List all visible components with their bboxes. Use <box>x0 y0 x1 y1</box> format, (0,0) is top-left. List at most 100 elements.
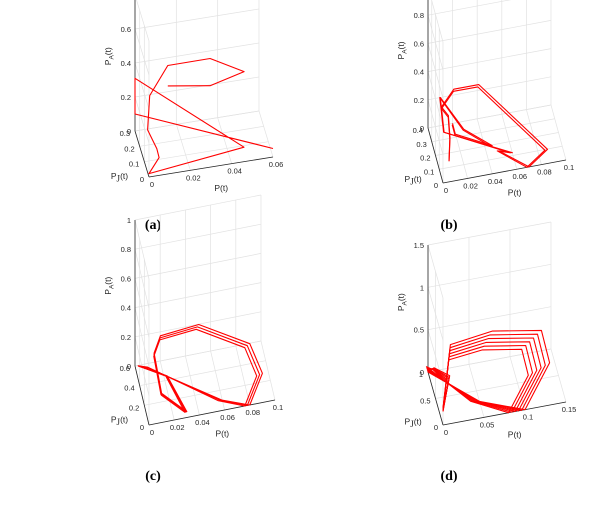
z-tick-label: 1 <box>420 283 424 292</box>
y-tick-label: 0.2 <box>129 403 139 412</box>
x-tick-label: 0.02 <box>170 423 185 432</box>
y-tick-label: 0 <box>434 423 438 432</box>
panel-1: 00.020.040.060.080.100.10.20.30.400.20.4… <box>396 0 574 233</box>
z-tick-label: 0.6 <box>121 25 131 34</box>
grid-line <box>134 282 262 308</box>
grid-line <box>260 340 276 401</box>
grid-line <box>134 223 262 250</box>
y-tick-label: 0 <box>140 175 144 184</box>
grid-line <box>435 132 559 156</box>
y-tick-label: 0.5 <box>420 397 430 406</box>
z-tick-label: 1.5 <box>414 241 424 250</box>
y-axis-label: PJ(t) <box>405 174 422 187</box>
x-tick-label: 0.06 <box>220 413 235 422</box>
grid-line <box>431 118 555 143</box>
grid-line <box>235 345 251 406</box>
panel-caption: (b) <box>440 218 457 233</box>
x-tick-label: 0.06 <box>512 172 527 181</box>
grid-line <box>134 278 150 338</box>
x-tick-label: 0 <box>150 180 154 189</box>
trajectory-line <box>427 329 551 411</box>
x-tick-label: 0.1 <box>273 403 283 412</box>
z-tick-label: 0.6 <box>414 39 424 48</box>
x-axis-line <box>442 401 567 426</box>
y-tick-label: 0 <box>140 423 144 432</box>
grid-line <box>427 0 512 16</box>
x-tick-label: 0.06 <box>269 160 284 169</box>
y-axis-label: PJ(t) <box>111 171 128 184</box>
y-tick-label: 0 <box>434 181 438 190</box>
grid-line <box>136 0 150 42</box>
x-tick-label: 0.04 <box>227 167 242 176</box>
y-tick-label: 0.2 <box>124 144 134 153</box>
trajectory-line-loop <box>425 348 529 414</box>
grid-line <box>134 8 260 30</box>
grid-line <box>175 124 191 171</box>
trajectory-line-loop <box>427 333 546 411</box>
grid-line <box>427 76 552 101</box>
y-axis-label: PJ(t) <box>405 416 422 429</box>
z-tick-label: 0 <box>127 362 131 371</box>
x-tick-label: 0 <box>444 186 448 195</box>
x-axis-label: P(t) <box>215 428 229 438</box>
trajectory-line <box>137 323 263 413</box>
trajectory-line-loop <box>137 328 258 413</box>
grid-line <box>134 307 150 367</box>
grid-line <box>258 110 274 158</box>
x-axis-label: P(t) <box>508 429 522 439</box>
y-tick-label: 0.4 <box>413 126 423 135</box>
z-tick-label: 0 <box>420 124 424 133</box>
z-tick-label: 0.5 <box>414 326 424 335</box>
grid-line <box>427 306 552 331</box>
grid-line <box>134 62 150 110</box>
x-axis-line <box>442 159 567 184</box>
y-tick-label: 0.6 <box>120 364 130 373</box>
x-tick-label: 0.15 <box>562 405 577 414</box>
z-tick-label: 0.2 <box>121 93 131 102</box>
trajectory-line-loop <box>426 337 542 412</box>
x-tick-label: 0 <box>444 428 448 437</box>
y-tick-label: 0.1 <box>424 167 434 176</box>
z-tick-label: 0.4 <box>121 304 131 313</box>
x-axis-line <box>148 156 274 178</box>
y-tick-label: 0.3 <box>416 140 426 149</box>
x-axis-line <box>148 399 276 426</box>
grid-line <box>134 253 262 279</box>
z-tick-label: 0 <box>127 127 131 136</box>
panel-3: 00.050.10.1500.5100.511.5P(t)PJ(t)PA(t)(… <box>396 221 577 484</box>
panel-caption: (a) <box>145 218 162 233</box>
trajectory-line <box>439 84 549 168</box>
grid-line <box>134 76 260 98</box>
z-tick-label: 0.2 <box>121 333 131 342</box>
z-axis-label: PA(t) <box>396 41 409 59</box>
grid-line <box>217 117 233 164</box>
z-tick-label: 0.4 <box>414 68 424 77</box>
grid-line <box>134 28 150 76</box>
x-tick-label: 0.04 <box>488 177 503 186</box>
grid-line <box>427 263 552 288</box>
y-tick-label: 0.4 <box>124 384 134 393</box>
grid-line <box>427 20 552 44</box>
trajectory-line-loop <box>426 341 538 413</box>
y-tick-label: 0.2 <box>420 154 430 163</box>
trajectory-line <box>134 57 274 175</box>
x-tick-label: 0.08 <box>245 408 260 417</box>
y-axis-label: PJ(t) <box>111 414 128 427</box>
y-axis-line <box>427 127 444 184</box>
grid-line <box>134 42 260 64</box>
x-tick-label: 0.04 <box>195 418 210 427</box>
x-axis-label: P(t) <box>214 183 228 193</box>
y-tick-label: 0.1 <box>129 160 139 169</box>
panel-caption: (d) <box>440 469 457 484</box>
y-axis-line <box>134 365 150 426</box>
z-axis-label: PA(t) <box>103 277 116 295</box>
grid-line <box>185 355 200 416</box>
y-tick-label: 1 <box>419 370 423 379</box>
grid-line <box>139 360 266 387</box>
panel-2: 00.020.040.060.080.100.20.40.600.20.40.6… <box>103 194 283 484</box>
z-axis-label: PA(t) <box>396 293 409 311</box>
grid-line <box>134 96 150 144</box>
z-tick-label: 0.4 <box>121 59 131 68</box>
z-tick-label: 1 <box>127 216 131 225</box>
